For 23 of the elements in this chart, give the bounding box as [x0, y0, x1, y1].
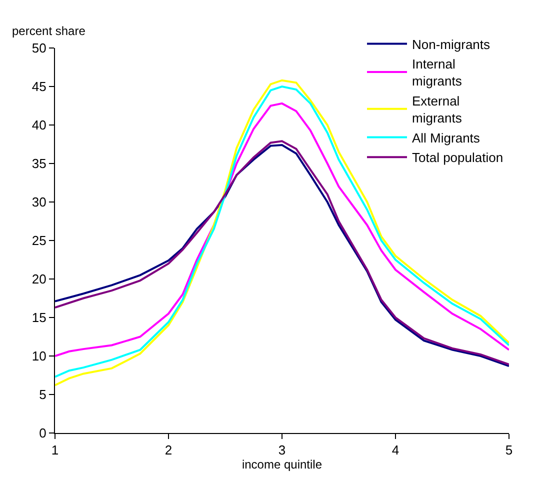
x-tick-label: 4 [392, 442, 400, 458]
x-tick-label: 2 [164, 442, 172, 458]
y-tick-label: 50 [32, 40, 46, 56]
y-tick-label: 25 [32, 233, 46, 248]
legend-label: Non-migrants [412, 36, 491, 52]
y-tick-label: 10 [32, 348, 46, 364]
legend-label: External migrants [412, 93, 462, 126]
x-tick-label: 3 [278, 442, 286, 458]
y-tick-label: 40 [32, 118, 46, 133]
x-tick-label: 5 [505, 442, 513, 458]
legend-label: Internal migrants [412, 56, 462, 89]
legend-label: Total population [412, 150, 504, 166]
y-tick-label: 45 [32, 79, 46, 94]
y-tick-label: 35 [32, 156, 46, 172]
legend-label: All Migrants [412, 130, 480, 146]
y-tick-label: 0 [39, 426, 46, 441]
y-tick-label: 30 [32, 194, 46, 210]
y-tick-label: 5 [39, 387, 46, 402]
y-tick-label: 20 [32, 272, 46, 287]
y-axis-title: percent share [12, 24, 86, 38]
y-tick-label: 15 [32, 310, 46, 326]
x-axis-title: income quintile [242, 458, 322, 472]
x-tick-label: 1 [51, 442, 59, 458]
